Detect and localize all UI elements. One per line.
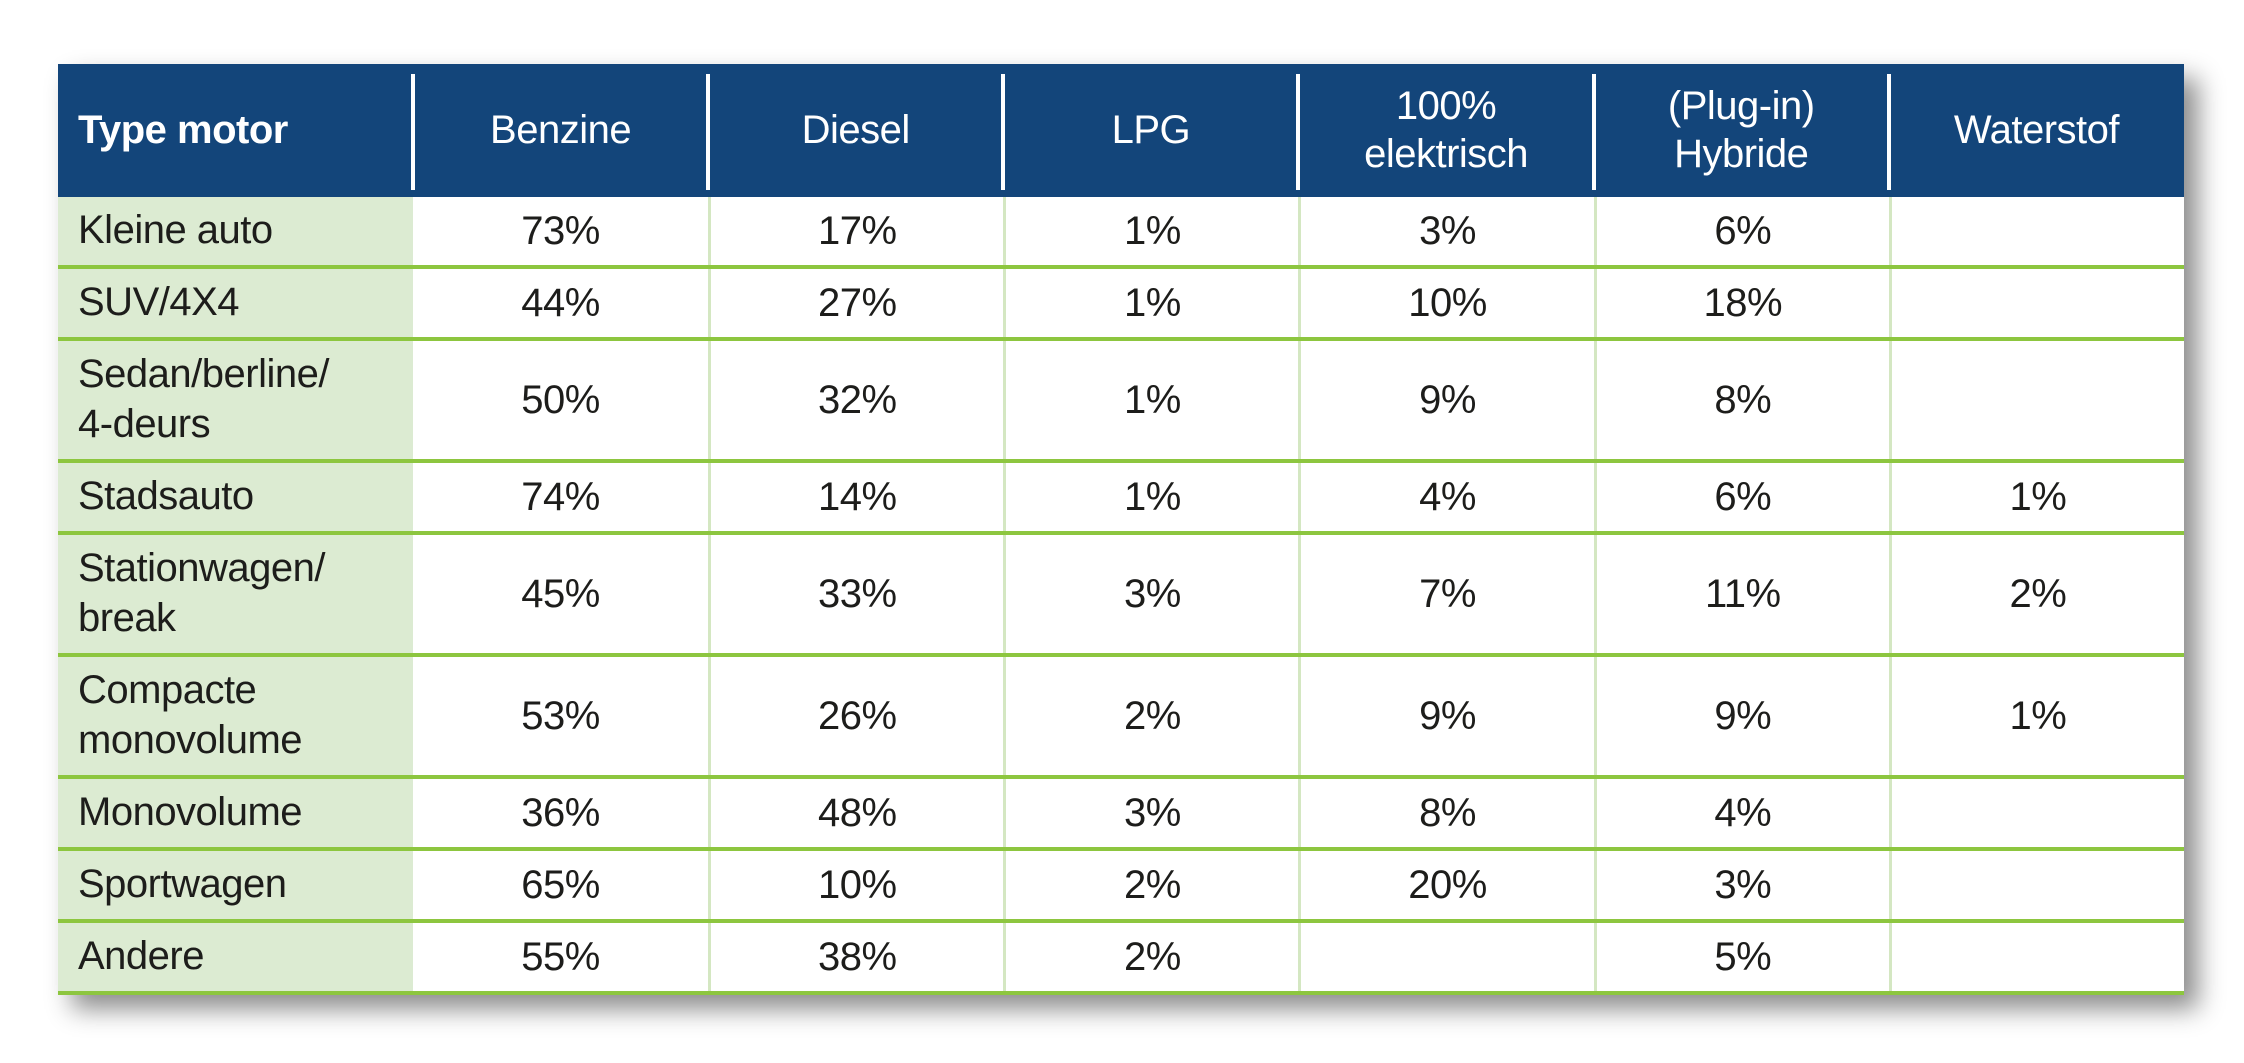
cell bbox=[1888, 197, 2184, 265]
table-row-compacte-monovolume: Compacte monovolume 53% 26% 2% 9% 9% 1% bbox=[58, 657, 2184, 779]
cell: 2% bbox=[1888, 535, 2184, 653]
cell: 55% bbox=[521, 934, 600, 979]
cell: 65% bbox=[521, 862, 600, 907]
cell: 2% bbox=[1003, 851, 1298, 919]
cell: 3% bbox=[1003, 779, 1298, 847]
cell: 2% bbox=[1003, 923, 1298, 991]
table-row-suv-4x4: SUV/4X4 44% 27% 1% 10% 18% bbox=[58, 269, 2184, 341]
cell: 3% bbox=[1593, 851, 1889, 919]
cell: 9% bbox=[1298, 657, 1593, 775]
cell: 2% bbox=[1003, 657, 1298, 775]
cell: 3% bbox=[1003, 535, 1298, 653]
table-row-monovolume: Monovolume 36% 48% 3% 8% 4% bbox=[58, 779, 2184, 851]
cell bbox=[1888, 779, 2184, 847]
cell: 8% bbox=[1593, 341, 1889, 459]
cell: 1% bbox=[1003, 197, 1298, 265]
cell: 48% bbox=[708, 779, 1003, 847]
cell: 3% bbox=[1298, 197, 1593, 265]
cell: 9% bbox=[1298, 341, 1593, 459]
cell: 10% bbox=[1298, 269, 1593, 337]
cell bbox=[1888, 851, 2184, 919]
cell: 27% bbox=[708, 269, 1003, 337]
cell: 33% bbox=[708, 535, 1003, 653]
cell: 26% bbox=[708, 657, 1003, 775]
header-lpg: LPG bbox=[1001, 64, 1298, 197]
cell: 10% bbox=[708, 851, 1003, 919]
cell: 1% bbox=[1003, 341, 1298, 459]
cell: 11% bbox=[1593, 535, 1889, 653]
table-row-sedan: Sedan/berline/ 4-deurs 50% 32% 1% 9% 8% bbox=[58, 341, 2184, 463]
row-label: Monovolume bbox=[58, 779, 413, 847]
row-label: Stadsauto bbox=[58, 463, 413, 531]
header-benzine: Benzine bbox=[410, 64, 708, 197]
cell: 9% bbox=[1593, 657, 1889, 775]
cell: 1% bbox=[1888, 657, 2184, 775]
cell: 5% bbox=[1593, 923, 1889, 991]
cell: 17% bbox=[708, 197, 1003, 265]
table-header-row: Type motor Benzine Diesel LPG 100% elekt… bbox=[58, 64, 2184, 197]
table-row-kleine-auto: Kleine auto 73% 17% 1% 3% 6% bbox=[58, 197, 2184, 269]
header-hybride: (Plug-in) Hybride bbox=[1591, 64, 1889, 197]
cell: 1% bbox=[1888, 463, 2184, 531]
cell: 18% bbox=[1593, 269, 1889, 337]
cell bbox=[1888, 341, 2184, 459]
row-label: SUV/4X4 bbox=[58, 269, 413, 337]
cell: 4% bbox=[1593, 779, 1889, 847]
row-label: Compacte monovolume bbox=[58, 657, 413, 775]
header-waterstof: Waterstof bbox=[1886, 64, 2184, 197]
cell: 44% bbox=[521, 280, 600, 325]
table-row-sportwagen: Sportwagen 65% 10% 2% 20% 3% bbox=[58, 851, 2184, 923]
cell: 45% bbox=[521, 571, 600, 616]
cell bbox=[1888, 269, 2184, 337]
cell: 50% bbox=[521, 377, 600, 422]
cell: 32% bbox=[708, 341, 1003, 459]
cell: 20% bbox=[1298, 851, 1593, 919]
row-label: Andere bbox=[58, 923, 413, 991]
cell: 38% bbox=[708, 923, 1003, 991]
header-diesel: Diesel bbox=[706, 64, 1003, 197]
cell bbox=[1888, 923, 2184, 991]
cell: 1% bbox=[1003, 463, 1298, 531]
header-type-motor: Type motor bbox=[78, 107, 288, 152]
cell: 14% bbox=[708, 463, 1003, 531]
row-label: Kleine auto bbox=[58, 197, 413, 265]
cell: 36% bbox=[521, 790, 600, 835]
cell: 7% bbox=[1298, 535, 1593, 653]
motor-type-table: Type motor Benzine Diesel LPG 100% elekt… bbox=[58, 64, 2184, 995]
table-row-andere: Andere 55% 38% 2% 5% bbox=[58, 923, 2184, 995]
table-row-stationwagen: Stationwagen/ break 45% 33% 3% 7% 11% 2% bbox=[58, 535, 2184, 657]
cell: 73% bbox=[521, 208, 600, 253]
cell: 74% bbox=[521, 474, 600, 519]
cell bbox=[1298, 923, 1593, 991]
row-label: Stationwagen/ break bbox=[58, 535, 413, 653]
cell: 1% bbox=[1003, 269, 1298, 337]
cell: 4% bbox=[1298, 463, 1593, 531]
table-row-stadsauto: Stadsauto 74% 14% 1% 4% 6% 1% bbox=[58, 463, 2184, 535]
cell: 8% bbox=[1298, 779, 1593, 847]
cell: 6% bbox=[1593, 463, 1889, 531]
header-elektrisch: 100% elektrisch bbox=[1296, 64, 1593, 197]
row-label: Sportwagen bbox=[58, 851, 413, 919]
cell: 6% bbox=[1593, 197, 1889, 265]
cell: 53% bbox=[521, 693, 600, 738]
row-label: Sedan/berline/ 4-deurs bbox=[58, 341, 413, 459]
